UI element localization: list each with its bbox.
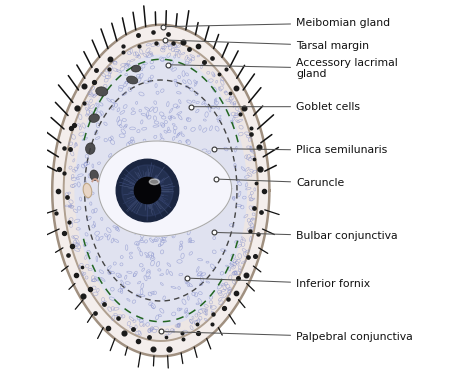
Text: Meibomian gland: Meibomian gland xyxy=(165,18,390,28)
Polygon shape xyxy=(64,40,258,341)
Polygon shape xyxy=(75,55,246,326)
Ellipse shape xyxy=(85,143,95,154)
Circle shape xyxy=(116,159,179,222)
Ellipse shape xyxy=(83,183,92,198)
Text: Bulbar conjunctiva: Bulbar conjunctiva xyxy=(217,231,398,241)
Ellipse shape xyxy=(89,114,100,122)
Ellipse shape xyxy=(149,179,159,184)
Polygon shape xyxy=(52,25,269,356)
Circle shape xyxy=(134,178,161,203)
Ellipse shape xyxy=(127,76,138,84)
Text: Inferior fornix: Inferior fornix xyxy=(190,278,370,289)
Text: Tarsal margin: Tarsal margin xyxy=(167,40,369,51)
Ellipse shape xyxy=(96,87,108,96)
Text: Caruncle: Caruncle xyxy=(219,178,344,188)
Text: Goblet cells: Goblet cells xyxy=(194,102,360,112)
Polygon shape xyxy=(98,141,232,236)
Ellipse shape xyxy=(131,65,141,72)
Text: Palpebral conjunctiva: Palpebral conjunctiva xyxy=(164,331,413,342)
Ellipse shape xyxy=(90,170,98,181)
Text: Accessory lacrimal
gland: Accessory lacrimal gland xyxy=(171,58,398,79)
Circle shape xyxy=(122,165,173,216)
Text: Plica semilunaris: Plica semilunaris xyxy=(217,146,387,155)
